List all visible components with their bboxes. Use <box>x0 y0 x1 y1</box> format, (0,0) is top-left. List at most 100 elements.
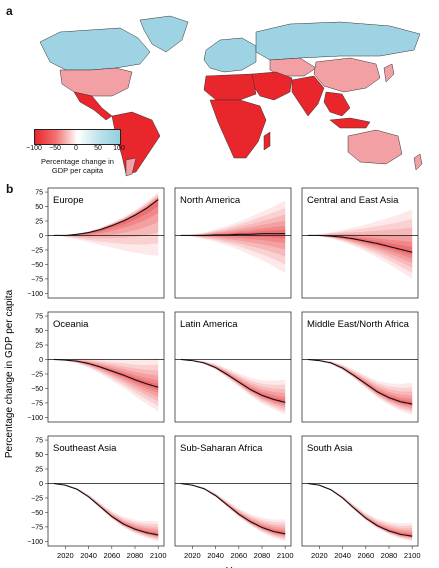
x-tick-label: 2020 <box>184 551 201 560</box>
x-tick-label: 2080 <box>381 551 398 560</box>
uncertainty-band <box>307 359 413 406</box>
median-line <box>307 358 413 405</box>
uncertainty-band <box>53 483 159 537</box>
uncertainty-band <box>53 359 159 407</box>
y-tick-label: −25 <box>31 495 43 502</box>
panel-frame <box>301 187 419 299</box>
uncertainty-band <box>307 483 413 541</box>
x-tick-label: 2040 <box>207 551 224 560</box>
uncertainty-band <box>307 359 413 411</box>
y-tick-label: 25 <box>35 467 43 474</box>
uncertainty-band <box>180 359 286 412</box>
y-tick-label: −75 <box>31 276 43 283</box>
uncertainty-band <box>307 359 413 413</box>
y-tick-label: −50 <box>31 510 43 517</box>
panel-b-label: b <box>6 182 14 196</box>
map-region-sub-saharan-africa <box>209 99 267 159</box>
y-tick-label: 25 <box>35 219 43 226</box>
map-region-north-asia <box>255 21 421 61</box>
y-tick-label: −100 <box>27 415 43 422</box>
map-region-middle-east <box>251 71 293 101</box>
region-panel: Sub-Saharan Africa 2020 2040 2060 2080 2100 <box>174 435 294 560</box>
panel-frame <box>301 435 419 547</box>
map-region-southern-cone <box>125 157 137 177</box>
median-line <box>180 482 286 535</box>
uncertainty-band <box>180 359 286 415</box>
panel-title: Southeast Asia <box>53 443 117 454</box>
median-line <box>53 482 159 536</box>
y-tick-label: 75 <box>35 314 43 321</box>
uncertainty-band <box>180 207 286 265</box>
uncertainty-band <box>53 358 159 412</box>
panel-frame <box>47 187 165 299</box>
y-tick-label: 75 <box>35 438 43 445</box>
uncertainty-band <box>53 196 159 237</box>
map-region-indonesia <box>329 117 371 129</box>
x-tick-label: 2040 <box>80 551 97 560</box>
x-axis-label: Year <box>226 566 247 568</box>
map-region-north-africa <box>203 73 257 101</box>
panel-a-label: a <box>6 4 13 18</box>
y-tick-label: 75 <box>35 190 43 197</box>
region-panel: Middle East/North Africa <box>301 311 419 423</box>
map-region-australia <box>347 129 403 165</box>
legend-tick: 100 <box>113 145 125 152</box>
x-tick-label: 2080 <box>127 551 144 560</box>
x-tick-label: 2060 <box>103 551 120 560</box>
panel-title: Latin America <box>180 319 238 330</box>
map-region-japan <box>383 63 395 83</box>
uncertainty-band <box>53 193 159 245</box>
region-panel: Central and East Asia <box>301 187 419 299</box>
map-region-central-america <box>73 91 113 121</box>
region-panel: South Asia 2020 2040 2060 2080 2100 <box>301 435 421 560</box>
region-panel: Europe 75 50 25 0 −25 −50 −75 −100 <box>27 187 165 299</box>
y-tick-label: 0 <box>39 481 43 488</box>
x-tick-label: 2100 <box>404 551 421 560</box>
region-charts: Percentage change in GDP per capita Year E… <box>4 187 421 568</box>
panel-frame <box>174 435 292 547</box>
y-tick-label: −75 <box>31 524 43 531</box>
x-tick-label: 2080 <box>254 551 271 560</box>
uncertainty-band <box>307 483 413 539</box>
panel-title: Oceania <box>53 319 89 330</box>
x-tick-label: 2020 <box>311 551 328 560</box>
uncertainty-band <box>53 197 159 236</box>
x-tick-label: 2060 <box>230 551 247 560</box>
panel-frame <box>174 311 292 423</box>
region-panel: North America <box>174 187 292 299</box>
uncertainty-band <box>53 192 159 256</box>
panel-frame <box>174 187 292 299</box>
uncertainty-band <box>53 359 159 394</box>
uncertainty-band <box>53 195 159 239</box>
uncertainty-band <box>307 209 413 279</box>
y-tick-label: −25 <box>31 371 43 378</box>
uncertainty-band <box>53 198 159 236</box>
world-map-svg <box>39 15 423 177</box>
legend-tick: 50 <box>94 145 102 152</box>
map-region-usa <box>59 67 133 97</box>
uncertainty-band <box>180 200 286 274</box>
x-tick-label: 2100 <box>277 551 294 560</box>
x-tick-label: 2060 <box>357 551 374 560</box>
median-line <box>307 234 413 253</box>
uncertainty-band <box>180 483 286 542</box>
y-tick-label: 50 <box>35 452 43 459</box>
map-region-south-asia <box>291 75 325 117</box>
y-axis-label: Percentage change in GDP per capita <box>4 289 15 458</box>
map-region-east-asia <box>313 57 381 93</box>
panel-title: North America <box>180 195 241 206</box>
legend-colorbar <box>34 129 121 145</box>
panel-frame <box>47 311 165 423</box>
x-tick-label: 2020 <box>57 551 74 560</box>
legend-tick: −50 <box>49 145 61 152</box>
uncertainty-band <box>180 359 286 408</box>
uncertainty-band <box>307 359 413 416</box>
map-region-central-asia <box>269 57 317 77</box>
uncertainty-band <box>53 359 159 402</box>
y-tick-label: 0 <box>39 357 43 364</box>
legend-title-line2: GDP per capita <box>51 166 104 175</box>
y-tick-label: 0 <box>39 233 43 240</box>
median-line <box>180 233 286 237</box>
uncertainty-band <box>307 359 413 407</box>
